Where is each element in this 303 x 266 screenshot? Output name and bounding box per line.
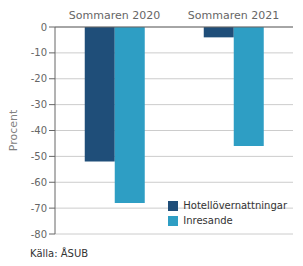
html-text:Källa: ÅSUB: Källa: ÅSUB xyxy=(30,248,89,259)
svg-text:-70: -70 xyxy=(31,203,47,214)
svg-text:-30: -30 xyxy=(31,99,47,110)
svg-text:Sommaren 2020: Sommaren 2020 xyxy=(69,9,160,22)
svg-text:0: 0 xyxy=(41,22,47,33)
svg-text:Sommaren 2021: Sommaren 2021 xyxy=(188,9,279,22)
svg-text:-20: -20 xyxy=(31,73,47,84)
html-text:Hotellövernattningar: Hotellövernattningar xyxy=(183,200,287,211)
svg-text:-50: -50 xyxy=(31,151,47,162)
html-text:Inresande: Inresande xyxy=(183,215,233,226)
svg-text:-40: -40 xyxy=(31,125,47,136)
svg-text:Procent: Procent xyxy=(7,109,20,151)
svg-text:-60: -60 xyxy=(31,177,47,188)
svg-text:-10: -10 xyxy=(31,47,47,58)
svg-text:-80: -80 xyxy=(31,229,47,240)
